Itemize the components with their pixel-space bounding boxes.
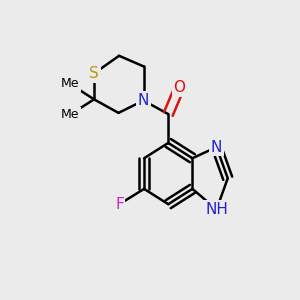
Text: O: O — [173, 80, 185, 95]
Text: Me: Me — [61, 77, 79, 90]
Text: N: N — [211, 140, 222, 154]
Text: S: S — [89, 66, 99, 81]
Text: F: F — [115, 197, 124, 212]
Text: N: N — [138, 93, 149, 108]
Text: Me: Me — [61, 108, 79, 121]
Text: NH: NH — [205, 202, 228, 217]
